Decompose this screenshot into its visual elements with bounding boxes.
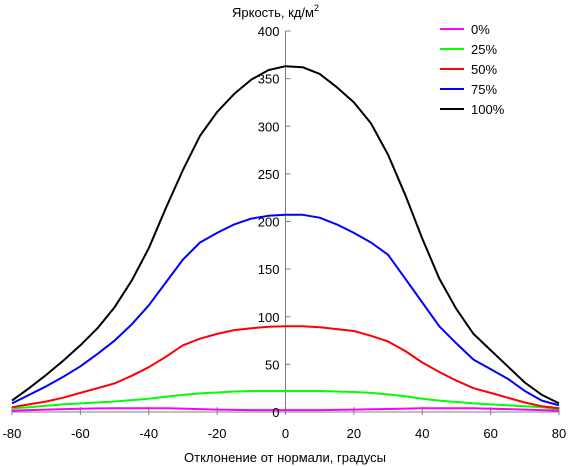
series-layer: [11, 65, 560, 412]
legend-label: 0%: [471, 22, 490, 37]
y-axis-label: Яркость, кд/м2: [232, 3, 319, 20]
y-tick-label: 200: [258, 215, 280, 230]
x-tick-label: -40: [139, 426, 158, 441]
y-tick-label: 0: [272, 405, 279, 420]
y-tick-label: 50: [265, 357, 279, 372]
series-line-0pct: [11, 407, 560, 412]
tick-labels: 0 50 100 150 200 250 300 350 400 -80 -60 -40 -20 0 20 4…: [3, 24, 567, 441]
y-tick-label: 250: [258, 167, 280, 182]
series-line-75pct: [11, 213, 560, 407]
series-line-100pct: [11, 65, 560, 405]
x-tick-label: 60: [483, 426, 497, 441]
y-axis-label-text: Яркость, кд/м: [232, 5, 314, 20]
legend-label: 100%: [471, 102, 505, 117]
x-tick-label: 20: [347, 426, 361, 441]
x-tick-label: -80: [3, 426, 22, 441]
series-line-25pct: [11, 390, 560, 411]
x-tick-label: 80: [552, 426, 566, 441]
y-tick-label: 300: [258, 119, 280, 134]
x-tick-label: -60: [71, 426, 90, 441]
y-tick-label: 150: [258, 262, 280, 277]
x-tick-label: -20: [208, 426, 227, 441]
x-tick-label: 0: [282, 426, 289, 441]
axes: [11, 30, 560, 415]
legend: 0% 25% 50% 75% 100%: [440, 22, 505, 117]
y-axis-label-sup: 2: [314, 3, 319, 13]
legend-label: 75%: [471, 82, 497, 97]
series-line-50pct: [11, 325, 560, 410]
x-tick-label: 40: [415, 426, 429, 441]
legend-label: 50%: [471, 62, 497, 77]
y-tick-label: 350: [258, 72, 280, 87]
y-tick-label: 400: [258, 24, 280, 39]
y-tick-label: 100: [258, 310, 280, 325]
legend-label: 25%: [471, 42, 497, 57]
x-axis-label: Отклонение от нормали, градусы: [184, 450, 386, 465]
